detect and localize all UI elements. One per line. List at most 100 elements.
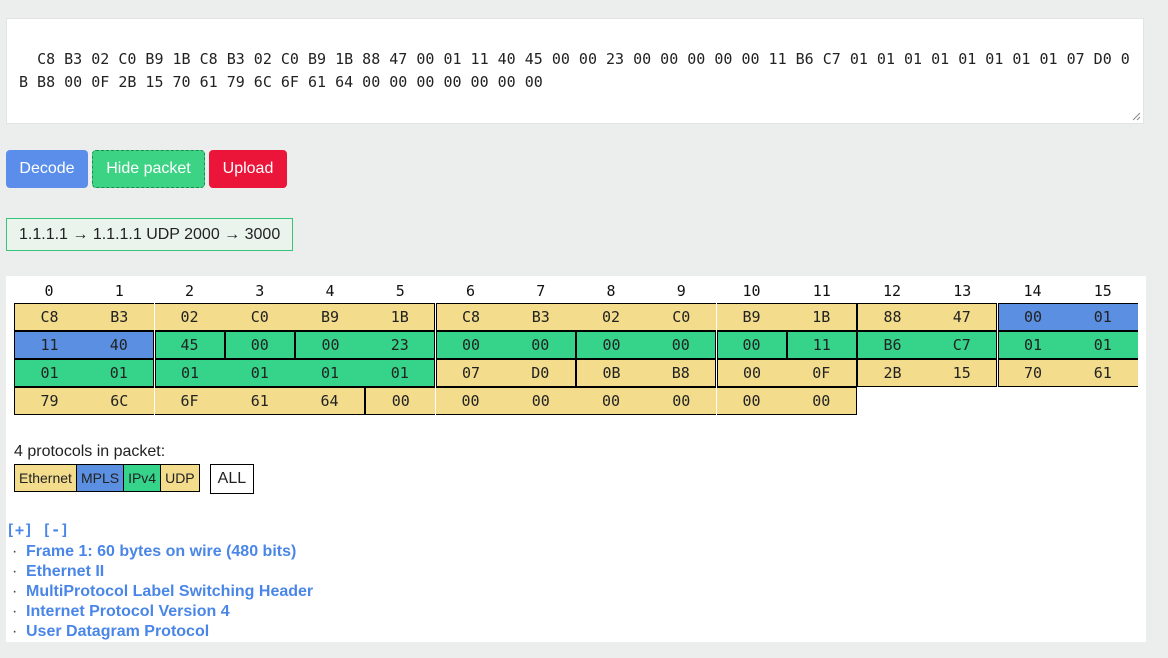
- byte-cell[interactable]: 00: [576, 331, 646, 359]
- column-index: 2: [184, 282, 195, 300]
- column-index: 14: [1023, 282, 1042, 300]
- byte-cell[interactable]: 01: [1067, 303, 1138, 331]
- byte-cell[interactable]: 47: [927, 303, 998, 331]
- byte-cell[interactable]: 00: [786, 387, 857, 415]
- byte-cell[interactable]: B6: [857, 331, 927, 359]
- byte-cell[interactable]: 00: [716, 359, 787, 387]
- byte-cell[interactable]: 00: [716, 387, 787, 415]
- byte-cell[interactable]: 0F: [786, 359, 857, 387]
- byte-cell[interactable]: 11: [14, 331, 84, 359]
- byte-cell[interactable]: 00: [646, 331, 717, 359]
- protocol-chip-udp[interactable]: UDP: [161, 464, 200, 492]
- tree-expand-collapse-toggle[interactable]: [+] [-]: [6, 521, 70, 539]
- protocol-chip-ethernet[interactable]: Ethernet: [14, 464, 77, 492]
- hide-packet-button[interactable]: Hide packet: [92, 150, 205, 188]
- byte-cell[interactable]: 61: [224, 387, 295, 415]
- byte-cell[interactable]: C0: [224, 303, 295, 331]
- byte-cell[interactable]: C0: [646, 303, 717, 331]
- tree-item-mpls[interactable]: · MultiProtocol Label Switching Header: [12, 583, 314, 600]
- byte-cell[interactable]: 00: [576, 387, 646, 415]
- byte-cell[interactable]: 00: [295, 331, 365, 359]
- protocol-chip-ipv4[interactable]: IPv4: [124, 464, 162, 492]
- byte-cell[interactable]: 6C: [84, 387, 155, 415]
- byte-cell[interactable]: 00: [997, 303, 1068, 331]
- byte-cell[interactable]: B3: [84, 303, 155, 331]
- column-index: 7: [536, 282, 546, 300]
- tree-item-ethernet[interactable]: · Ethernet II: [12, 563, 105, 580]
- byte-cell[interactable]: 0B: [576, 359, 646, 387]
- byte-cell[interactable]: 40: [84, 331, 155, 359]
- protocol-count-label: 4 protocols in packet:: [14, 443, 166, 460]
- byte-cell[interactable]: 88: [857, 303, 927, 331]
- column-index: 12: [882, 282, 902, 300]
- byte-cell[interactable]: 00: [716, 331, 787, 359]
- byte-cell[interactable]: 2B: [857, 359, 927, 387]
- byte-cell[interactable]: 6F: [154, 387, 225, 415]
- byte-cell[interactable]: B9: [295, 303, 365, 331]
- byte-cell[interactable]: 01: [365, 359, 436, 387]
- byte-cell[interactable]: 01: [14, 359, 84, 387]
- byte-cell[interactable]: C7: [927, 331, 998, 359]
- column-index: 1: [114, 282, 124, 300]
- tree-item-ipv4[interactable]: · Internet Protocol Version 4: [12, 603, 230, 620]
- upload-button[interactable]: Upload: [209, 150, 287, 188]
- column-index: 0: [44, 282, 54, 300]
- byte-cell[interactable]: 02: [154, 303, 225, 331]
- byte-cell[interactable]: D0: [505, 359, 576, 387]
- protocol-chip-mpls[interactable]: MPLS: [76, 464, 125, 492]
- byte-cell[interactable]: 00: [435, 387, 506, 415]
- resize-grip-icon[interactable]: [1131, 111, 1141, 121]
- byte-cell[interactable]: 15: [927, 359, 998, 387]
- column-index-header: 0 1 2 3 4 5 6 7 8 9 10 11 12 13 14 15: [14, 280, 1138, 302]
- decode-button[interactable]: Decode: [6, 150, 88, 188]
- byte-cell[interactable]: 45: [154, 331, 225, 359]
- tree-item-frame[interactable]: · Frame 1: 60 bytes on wire (480 bits): [12, 543, 297, 560]
- protocol-chip-all[interactable]: ALL: [209, 464, 255, 494]
- byte-cell[interactable]: 01: [1067, 331, 1138, 359]
- protocol-tree: · Frame 1: 60 bytes on wire (480 bits) · E…: [12, 542, 313, 642]
- byte-cell[interactable]: 01: [224, 359, 295, 387]
- byte-cell[interactable]: 07: [435, 359, 506, 387]
- column-index: 9: [676, 282, 686, 300]
- byte-cell[interactable]: 01: [997, 331, 1068, 359]
- packet-view-panel: 0 1 2 3 4 5 6 7 8 9 10 11 12 13 14 15 C8 B3 02 C0 B9 1B C8 B3 0…: [6, 276, 1146, 642]
- byte-cell[interactable]: 79: [14, 387, 84, 415]
- byte-cell[interactable]: 64: [295, 387, 365, 415]
- hex-input-textarea[interactable]: C8 B3 02 C0 B9 1B C8 B3 02 C0 B9 1B 88 4…: [6, 18, 1144, 124]
- byte-cell[interactable]: B9: [716, 303, 787, 331]
- column-index: 15: [1093, 282, 1112, 300]
- byte-cell[interactable]: B3: [505, 303, 576, 331]
- tree-item-udp[interactable]: · User Datagram Protocol: [12, 623, 210, 640]
- byte-cell[interactable]: 00: [505, 387, 576, 415]
- byte-cell[interactable]: C8: [435, 303, 506, 331]
- byte-cell[interactable]: 00: [505, 331, 576, 359]
- byte-cell[interactable]: 01: [84, 359, 155, 387]
- byte-cell[interactable]: 61: [1067, 359, 1138, 387]
- byte-cell[interactable]: 01: [154, 359, 225, 387]
- column-index: 4: [325, 282, 335, 300]
- byte-cell[interactable]: B8: [646, 359, 717, 387]
- hex-input-value: C8 B3 02 C0 B9 1B C8 B3 02 C0 B9 1B 88 4…: [19, 50, 1130, 91]
- packet-summary: 1.1.1.1 → 1.1.1.1 UDP 2000 → 3000: [6, 218, 294, 251]
- byte-cell[interactable]: 00: [365, 387, 436, 415]
- bullet-icon: ·: [12, 563, 18, 580]
- byte-cell[interactable]: C8: [14, 303, 84, 331]
- column-index: 11: [812, 282, 831, 300]
- column-index: 8: [606, 282, 616, 300]
- byte-cell[interactable]: 00: [435, 331, 506, 359]
- byte-cell[interactable]: 1B: [786, 303, 857, 331]
- byte-cell[interactable]: 00: [224, 331, 295, 359]
- bullet-icon: ·: [12, 603, 18, 620]
- column-index: 13: [953, 282, 972, 300]
- byte-cell[interactable]: 01: [295, 359, 365, 387]
- bullet-icon: ·: [12, 583, 18, 600]
- byte-cell[interactable]: 23: [365, 331, 436, 359]
- column-index: 6: [465, 282, 476, 300]
- byte-cell[interactable]: 02: [576, 303, 646, 331]
- byte-cell[interactable]: 00: [646, 387, 717, 415]
- byte-cell[interactable]: 70: [997, 359, 1068, 387]
- byte-cell[interactable]: 1B: [365, 303, 436, 331]
- column-index: 5: [395, 282, 405, 300]
- byte-cell[interactable]: 11: [786, 331, 857, 359]
- protocol-chips: Ethernet MPLS IPv4 UDP ALL: [14, 464, 255, 494]
